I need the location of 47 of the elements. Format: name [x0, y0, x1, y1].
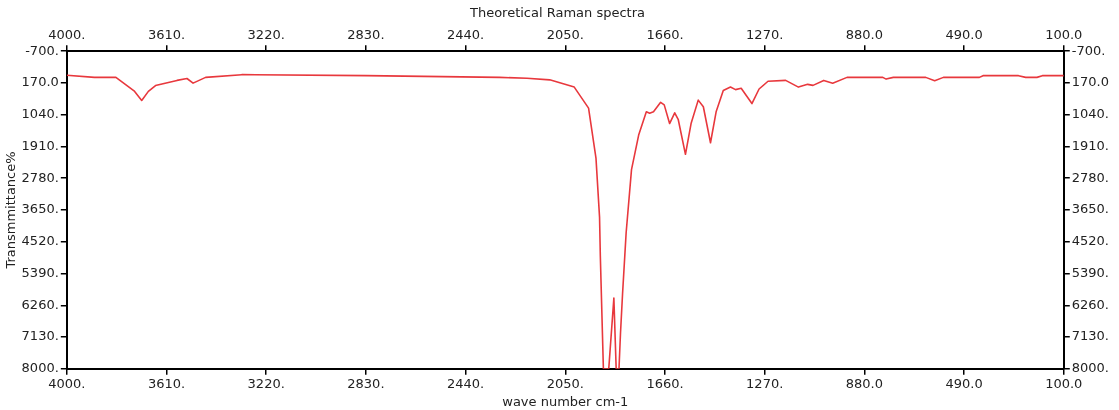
x-tick-label: 2050.: [546, 375, 584, 391]
x2-tick-label: 1660.: [646, 26, 684, 42]
y2-tick-label: 1910.: [1071, 137, 1109, 153]
y-tick-label: 4520.: [21, 233, 59, 249]
y2-tick-label: 6260.: [1071, 296, 1109, 312]
y2-tick-label: -700.: [1071, 42, 1106, 58]
y-tick-label: 5390.: [21, 264, 59, 280]
y-tick-label: 6260.: [21, 296, 59, 312]
x-tick-label: 100.0: [1045, 375, 1083, 391]
x2-tick-label: 880.0: [845, 26, 883, 42]
y-axis-title: Transmmittance%: [3, 151, 19, 270]
chart-title: Theoretical Raman spectra: [468, 5, 646, 21]
y-tick-label: -700.: [25, 42, 59, 58]
x2-tick-label: 1270.: [746, 26, 784, 42]
x-tick-label: 490.0: [945, 375, 983, 391]
y2-tick-label: 2780.: [1071, 169, 1109, 185]
y-tick-label: 8000.: [21, 360, 59, 376]
x2-tick-label: 2050.: [546, 26, 584, 42]
y-tick-label: 1040.: [21, 106, 59, 122]
x-tick-label: 3220.: [247, 375, 285, 391]
y-tick-label: 170.0: [21, 74, 59, 90]
x2-tick-label: 2830.: [347, 26, 385, 42]
x-axis-title: wave number cm-1: [502, 393, 629, 409]
y2-tick-label: 5390.: [1071, 264, 1109, 280]
x-tick-label: 4000.: [48, 375, 86, 391]
x2-tick-label: 3220.: [247, 26, 285, 42]
y2-tick-label: 170.0: [1071, 74, 1109, 90]
x2-tick-label: 100.0: [1045, 26, 1083, 42]
x2-tick-label: 3610.: [147, 26, 186, 42]
x-tick-label: 1270.: [746, 375, 784, 391]
x-tick-label: 880.0: [845, 375, 883, 391]
x2-tick-label: 490.0: [945, 26, 983, 42]
y2-tick-label: 3650.: [1071, 201, 1109, 217]
x-tick-label: 2440.: [446, 375, 485, 391]
y-tick-label: 7130.: [21, 328, 59, 344]
y-tick-label: 2780.: [21, 169, 59, 185]
x2-tick-label: 2440.: [446, 26, 485, 42]
y2-tick-label: 1040.: [1071, 106, 1109, 122]
y2-tick-label: 8000.: [1071, 360, 1109, 376]
y2-tick-label: 7130.: [1071, 328, 1109, 344]
x-tick-label: 2830.: [347, 375, 385, 391]
y2-tick-label: 4520.: [1071, 233, 1109, 249]
y-tick-label: 1910.: [21, 137, 59, 153]
x2-tick-label: 4000.: [48, 26, 86, 42]
x-tick-label: 3610.: [147, 375, 186, 391]
x-tick-label: 1660.: [646, 375, 684, 391]
y-tick-label: 3650.: [21, 201, 59, 217]
